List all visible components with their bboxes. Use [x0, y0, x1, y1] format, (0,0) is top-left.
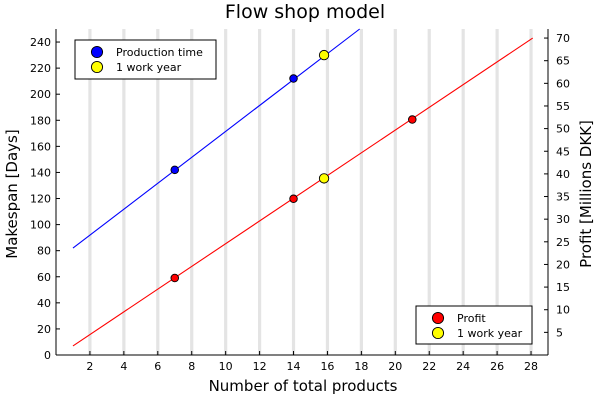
- y-tick-label-left: 40: [37, 297, 51, 310]
- x-axis-title: Number of total products: [209, 377, 398, 395]
- legend-label: Profit: [457, 312, 486, 325]
- profit-line: [72, 37, 534, 347]
- profit-point: [408, 115, 417, 124]
- x-tick-label: 18: [354, 360, 368, 373]
- series-layer: [72, 28, 534, 347]
- y-tick-label-right: 50: [556, 123, 570, 136]
- profit-point: [289, 194, 298, 204]
- y-tick-label-right: 45: [556, 145, 570, 158]
- y-tick-label-left: 80: [37, 245, 51, 258]
- x-tick-label: 26: [490, 360, 504, 373]
- legend-top-left: Production time 1 work year: [74, 39, 217, 80]
- axes-layer: 2 4 6 8 10 12 14 16 18 20 22 24 26 280204060801001201…: [30, 29, 570, 373]
- y-tick-label-right: 40: [556, 168, 570, 181]
- y-tick-label-left: 160: [30, 140, 51, 153]
- x-tick-label: 14: [287, 360, 301, 373]
- y-tick-label-right: 20: [556, 258, 570, 271]
- y-tick-label-right: 10: [556, 304, 570, 317]
- profit-point: [170, 273, 180, 283]
- y-tick-label-right: 15: [556, 281, 570, 294]
- y-tick-label-right: 30: [556, 213, 570, 226]
- y-tick-label-right: 60: [556, 77, 570, 90]
- y-axis-title-left: Makespan [Days]: [3, 129, 21, 258]
- x-tick-label: 8: [188, 360, 195, 373]
- legend-marker: [431, 326, 445, 340]
- chart-title: Flow shop model: [225, 1, 385, 23]
- x-tick-label: 12: [253, 360, 267, 373]
- x-tick-label: 6: [154, 360, 161, 373]
- x-tick-label: 20: [388, 360, 402, 373]
- y-axis-title-right: Profit [Millions DKK]: [577, 120, 595, 268]
- y-tick-label-right: 25: [556, 236, 570, 249]
- legend-bottom-right: Profit 1 work year: [415, 305, 533, 345]
- production-time-line: [72, 28, 361, 249]
- y-tick-label-left: 0: [44, 349, 51, 362]
- x-tick-label: 22: [422, 360, 436, 373]
- legend-marker: [90, 45, 104, 59]
- y-tick-label-left: 120: [30, 193, 51, 206]
- y-tick-label-left: 180: [30, 114, 51, 127]
- legend-layer: Production time 1 work year Profit 1 work y…: [74, 39, 533, 345]
- y-tick-label-left: 100: [30, 219, 51, 232]
- 1-work-year-point: [318, 173, 330, 184]
- y-tick-label-right: 65: [556, 55, 570, 68]
- x-tick-label: 24: [456, 360, 470, 373]
- y-tick-label-left: 200: [30, 88, 51, 101]
- y-tick-label-left: 240: [30, 36, 51, 49]
- production-time-point: [289, 74, 298, 83]
- y-tick-label-right: 35: [556, 191, 570, 204]
- x-tick-label: 10: [219, 360, 233, 373]
- 1-work-year-point: [318, 49, 330, 61]
- legend-label: 1 work year: [116, 61, 182, 74]
- y-tick-label-left: 140: [30, 166, 51, 179]
- y-tick-label-left: 60: [37, 271, 51, 284]
- y-tick-label-right: 5: [556, 326, 563, 339]
- legend-marker: [90, 60, 104, 74]
- y-tick-label-right: 70: [556, 32, 570, 45]
- legend-marker: [431, 311, 445, 325]
- x-tick-label: 28: [524, 360, 538, 373]
- x-tick-label: 16: [320, 360, 334, 373]
- legend-label: 1 work year: [457, 327, 523, 340]
- legend-label: Production time: [116, 46, 203, 59]
- y-tick-label-right: 55: [556, 100, 570, 113]
- production-time-point: [170, 165, 180, 175]
- y-tick-label-left: 220: [30, 62, 51, 75]
- x-tick-label: 4: [120, 360, 127, 373]
- y-tick-label-left: 20: [37, 323, 51, 336]
- x-tick-label: 2: [86, 360, 93, 373]
- grid-layer: [88, 29, 533, 355]
